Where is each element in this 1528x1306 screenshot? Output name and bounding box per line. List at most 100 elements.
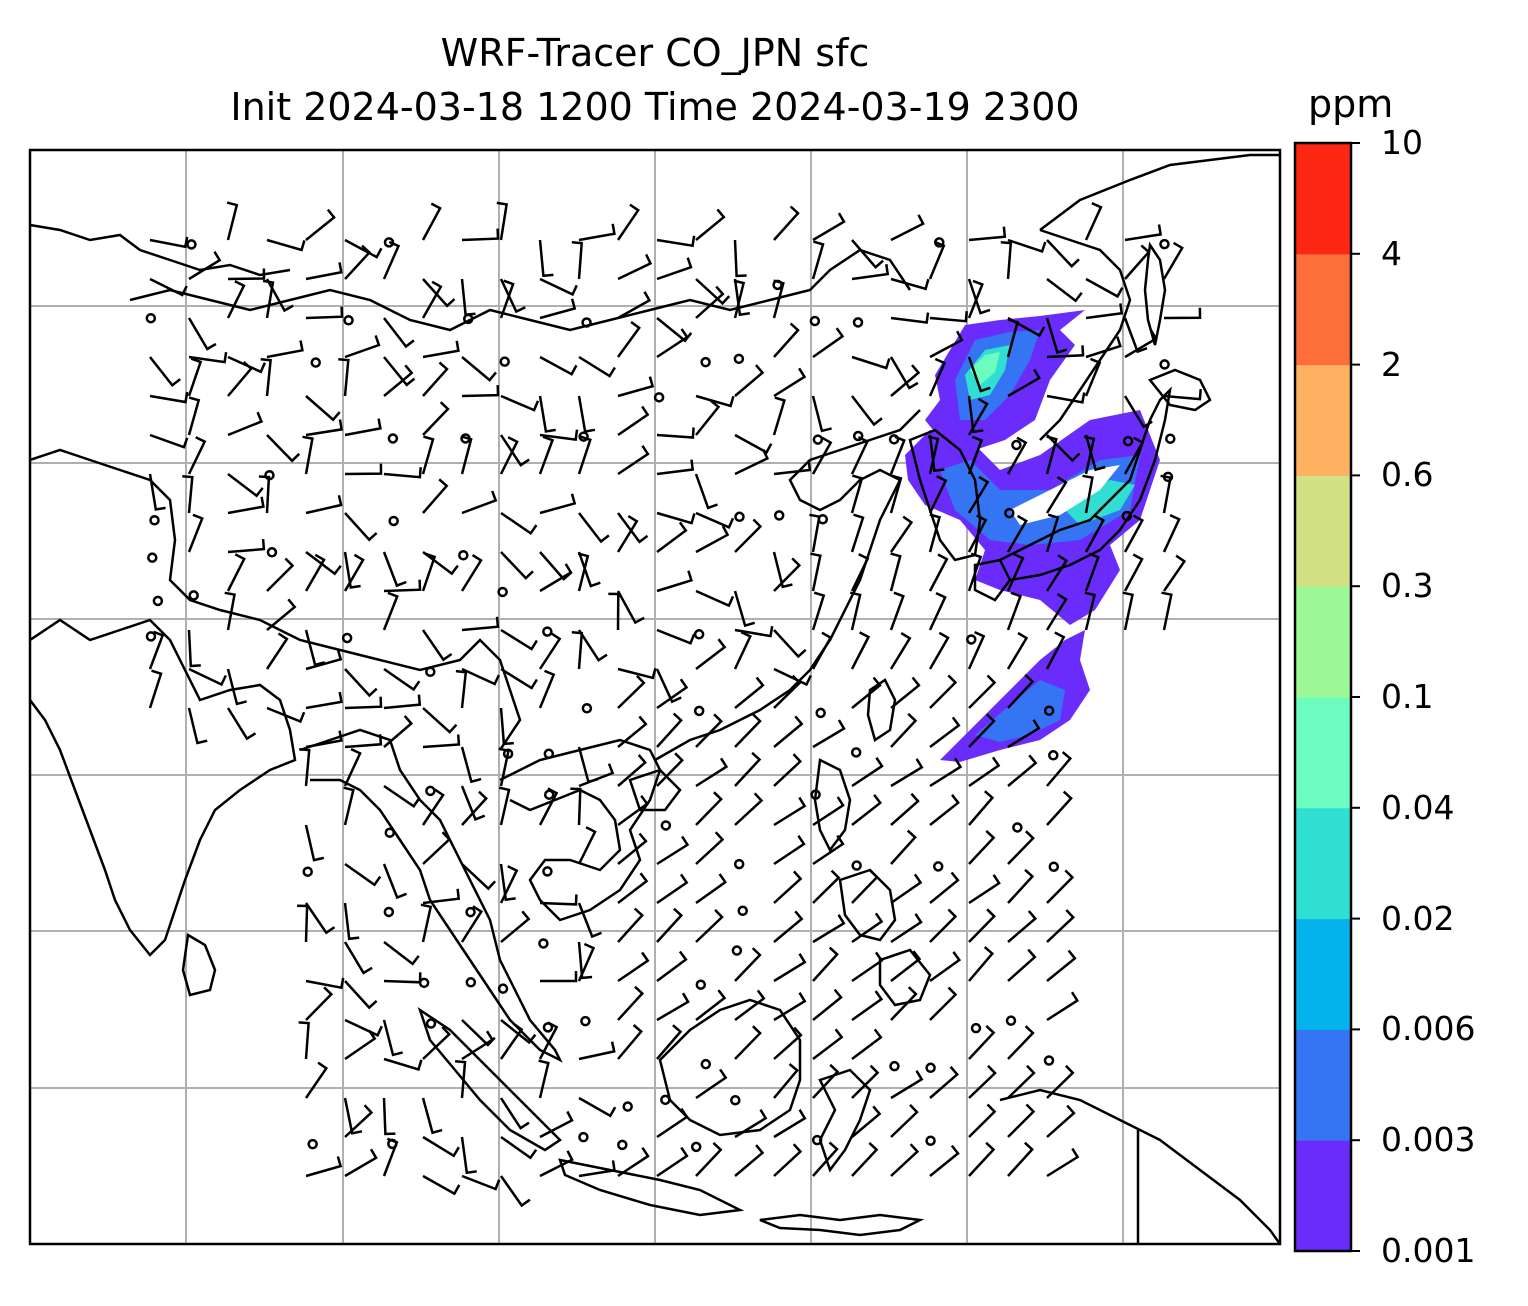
wind-barb [383,715,414,748]
wind-barb [499,1022,524,1060]
wind-barb [500,551,534,580]
wind-barb [461,228,500,242]
plume-north-light [970,352,1000,385]
wind-barb [967,278,991,315]
colorbar-segment [1295,253,1351,366]
wind-barb [695,757,729,788]
wind-barb [695,399,721,436]
wind-barb [617,1024,643,1060]
wind-barb [262,279,275,319]
calm-marker [425,1018,437,1029]
wind-barb [421,202,442,241]
calm-marker [1004,507,1015,519]
wind-barb [382,591,399,631]
calm-marker [1159,359,1170,370]
wind-barb [889,356,919,390]
wind-barb [343,551,361,589]
wind-barb [224,591,236,631]
wind-barb [260,357,272,397]
wind-barb [812,869,841,904]
wind-barb [571,241,584,280]
wind-barb [734,518,763,553]
calm-marker [465,977,477,988]
wind-barb [851,355,891,370]
wind-barb [617,667,657,680]
wind-barb [460,1136,477,1175]
wind-barb [617,985,645,1021]
wind-barb [850,474,864,514]
wind-barb [616,590,645,625]
wind-barb [499,707,514,746]
wind-barb [851,264,890,281]
calm-marker [622,1101,633,1112]
wind-barb [850,591,862,631]
wind-barb [422,340,460,359]
wind-barb [1007,868,1035,904]
wind-barb [889,515,914,553]
wind-barb [1007,1064,1036,1099]
wind-barb [1046,909,1075,943]
wind-barb [812,1028,844,1060]
colorbar-frame [1293,141,1353,1253]
wind-barb [890,873,923,905]
wind-barb [695,791,723,826]
calm-marker [145,312,157,324]
wind-barb [733,590,756,628]
wind-barb [655,668,682,704]
wind-barb [695,831,725,865]
wind-barb [773,715,804,748]
wind-barb [811,436,833,475]
wind-barb [968,790,995,826]
wind-barb [265,632,289,670]
coast-china-border-west [30,448,522,751]
wind-barb [383,694,422,710]
wind-barb [338,357,350,397]
calm-marker [733,353,745,365]
wind-barb [1007,910,1038,943]
wind-barb [227,411,264,437]
wind-barb [1046,1147,1080,1178]
wind-barb [695,909,724,943]
wind-barb [890,758,924,788]
calm-marker [497,586,508,598]
wind-barb [421,629,453,662]
wind-barb [656,950,688,983]
calm-marker [693,705,705,717]
wind-barb [773,629,807,659]
colorbar-tick-label: 0.1 [1381,677,1434,716]
wind-barb [851,676,882,709]
calm-marker [617,1139,628,1151]
map-title-line2: Init 2024-03-18 1200 Time 2024-03-19 230… [230,85,1080,129]
wind-barb [772,396,786,436]
wind-barb [1124,244,1151,280]
wind-barb [344,512,378,542]
wind-barb [1085,303,1124,320]
wind-barb [929,716,961,748]
wind-barb [695,278,731,306]
wind-barb [343,941,373,975]
wind-barb [538,1059,550,1099]
wind-barb [577,826,597,865]
wind-barb [929,794,960,826]
coast-philippines-luzon [813,758,852,853]
wind-barb [344,862,382,887]
colorbar-tick-label: 0.003 [1381,1120,1476,1160]
wind-barb [1045,593,1068,631]
coast-sulawesi [818,1068,872,1173]
wind-barb [422,1135,460,1158]
wind-barb [383,972,422,984]
wind-barb [383,1057,423,1071]
wind-barb [967,356,991,393]
calm-marker [578,431,589,442]
calm-marker [1012,822,1023,833]
colorbar-tick-label: 0.02 [1381,898,1455,938]
wind-barb [851,794,883,826]
wind-barb [773,367,807,398]
wind-barb [890,676,921,709]
wind-barb [1006,318,1020,358]
colorbar-tick-label: 0.04 [1381,787,1455,827]
coast-java [558,1158,745,1217]
wind-barb [694,473,718,510]
wind-barb [1007,1025,1035,1060]
wind-barb [1006,591,1023,631]
